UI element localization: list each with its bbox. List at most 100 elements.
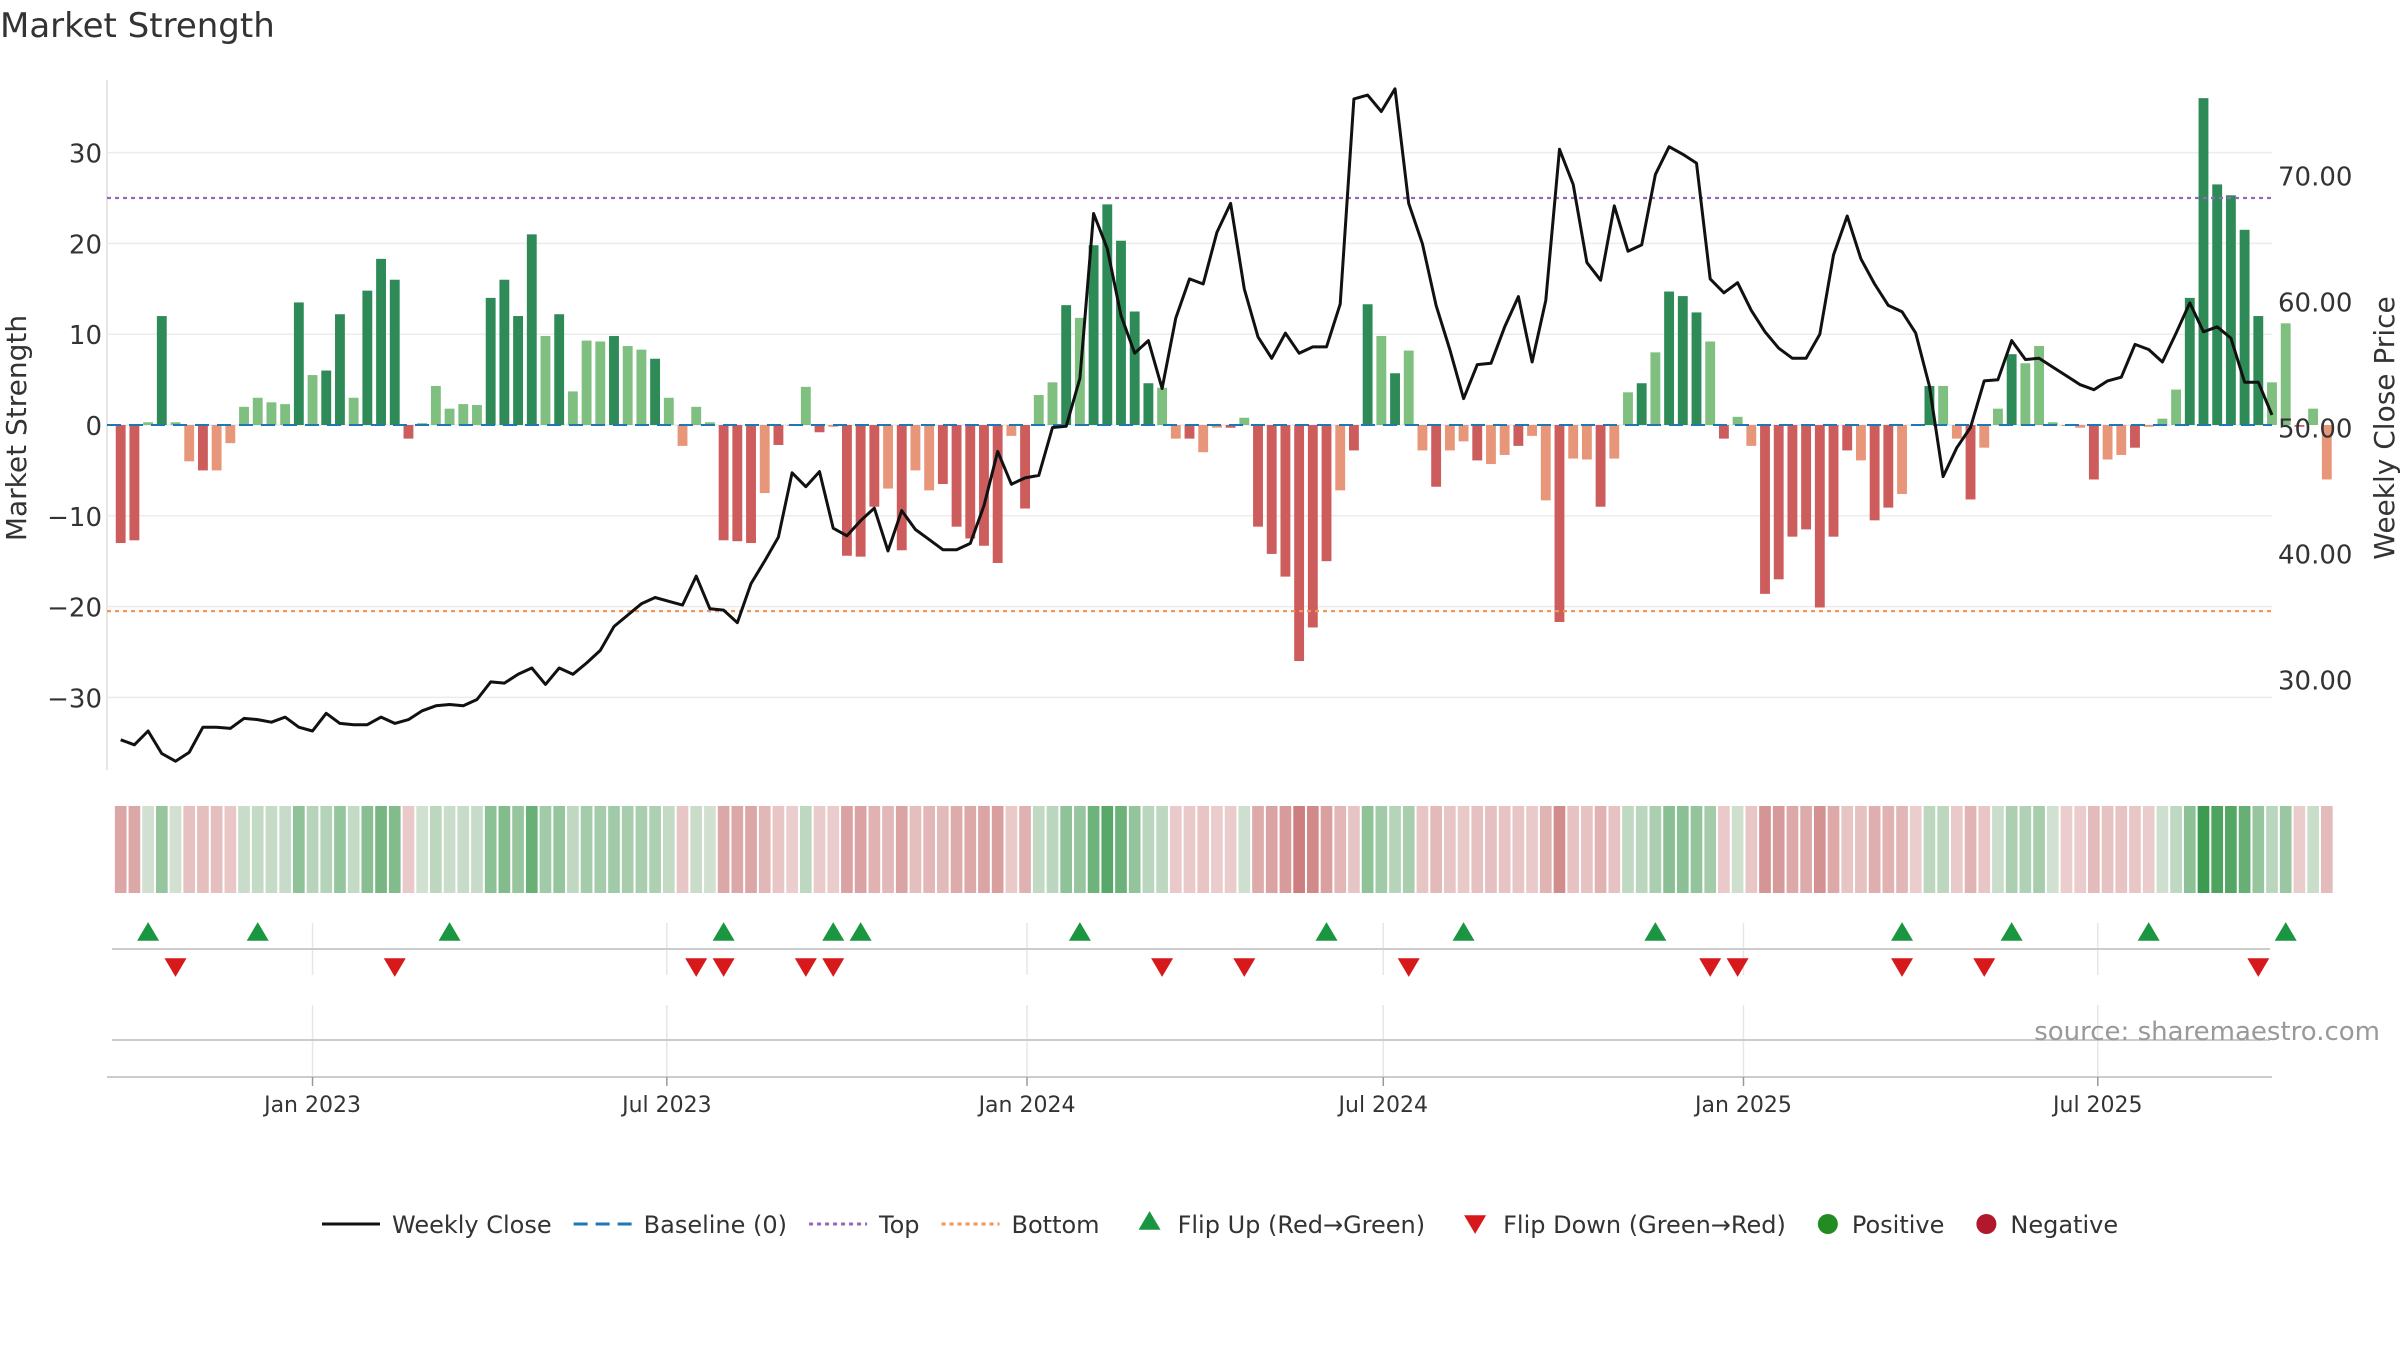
strength-bar [197, 425, 208, 471]
heat-cell [594, 806, 607, 893]
strength-bar [622, 346, 633, 425]
heat-cell [1855, 806, 1867, 893]
heat-cell [1183, 806, 1196, 893]
strength-bar [499, 279, 510, 425]
strength-bar [1760, 425, 1770, 594]
heat-cell [1978, 806, 1991, 893]
heat-cell [841, 806, 853, 893]
flip-down-marker [685, 958, 708, 977]
strength-bar [2184, 297, 2195, 425]
strength-bar [773, 425, 784, 445]
strength-bar [1266, 425, 1277, 554]
left-tick-label: 0 [85, 412, 102, 442]
flip-down-marker [1891, 958, 1914, 977]
right-tick-label: 30.00 [2278, 666, 2352, 696]
heat-cell [210, 806, 223, 893]
heat-cell [1950, 806, 1963, 893]
strength-bar [1280, 425, 1291, 577]
strength-bar [732, 425, 743, 542]
heat-cell [1265, 806, 1278, 893]
strength-bar [1951, 425, 1962, 439]
flip-down-marker [164, 958, 187, 977]
flip-up-marker [2137, 922, 2160, 941]
legend-label: Top [878, 1211, 920, 1239]
heat-cell [1375, 806, 1388, 893]
heat-cell [2320, 806, 2333, 893]
x-axis: Jan 2023 Jul 2023 Jan 2024 Jul 2024 Jan 2025… [107, 1076, 2272, 1118]
strength-bar [1650, 352, 1661, 425]
legend-circle-swatch [1976, 1214, 1997, 1234]
legend: Weekly Close Baseline (0) Top Bottom Flip Up… [322, 1211, 2118, 1239]
heat-cell [1074, 806, 1086, 893]
strength-bar [1033, 395, 1044, 425]
strength-bar [1568, 425, 1579, 459]
heat-cell [238, 806, 250, 893]
strength-bar [1540, 425, 1551, 501]
flip-up-marker [137, 922, 160, 941]
flip-down-marker [1699, 958, 1722, 977]
strength-bar [1088, 245, 1099, 425]
heat-cell [1868, 806, 1881, 893]
flip-down-marker [1726, 958, 1749, 977]
strength-bar [924, 425, 935, 491]
heat-cell [1128, 806, 1141, 893]
heat-cell [1745, 806, 1758, 893]
strength-bar [1595, 425, 1606, 507]
strength-bar [472, 405, 482, 425]
heat-cell [1704, 806, 1717, 893]
heat-cell [279, 806, 291, 893]
strength-bar [1129, 311, 1140, 425]
strength-bar [1348, 425, 1359, 451]
strength-bar [951, 425, 962, 527]
heat-cell [457, 806, 470, 893]
heat-cell [704, 806, 716, 893]
strength-bar [1102, 204, 1113, 425]
heat-cell [1772, 806, 1785, 893]
heat-cell [964, 806, 977, 893]
heat-cell [265, 806, 278, 893]
strength-bar [2280, 323, 2291, 425]
strength-bar [1718, 425, 1729, 439]
heat-cell [1786, 806, 1799, 893]
strength-bar [718, 425, 729, 541]
right-tick-label: 60.00 [2278, 289, 2352, 319]
heat-cell [676, 806, 689, 893]
heat-cell [717, 806, 730, 893]
left-tick-label: −30 [47, 684, 102, 714]
flip-up-marker [1315, 922, 1338, 941]
heat-cell [375, 806, 387, 893]
heat-cell [1211, 806, 1223, 893]
strength-bar [2321, 425, 2332, 480]
heat-cell [923, 806, 936, 893]
strength-bar [842, 425, 852, 556]
strength-bar [1444, 425, 1455, 451]
heat-cell [512, 806, 524, 893]
strength-bar [513, 316, 524, 425]
heat-cell [2019, 806, 2032, 893]
weekly-close-line [120, 87, 2274, 763]
right-axis-label: Weekly Close Price [2368, 296, 2400, 559]
strength-bar [2006, 354, 2017, 425]
left-tick-label: −10 [47, 503, 102, 533]
strength-bar [526, 234, 537, 425]
heat-cell [334, 806, 346, 893]
strength-bar [691, 406, 702, 425]
heat-cell [909, 806, 922, 893]
strength-bar [1294, 425, 1305, 662]
x-tick-label: Jul 2025 [2051, 1093, 2143, 1118]
strength-bar [2130, 425, 2140, 448]
left-tick-label: 10 [69, 321, 102, 351]
heat-cell [430, 806, 442, 893]
heat-cell [2156, 806, 2169, 893]
strength-bar [1581, 425, 1592, 460]
legend-flip-up-swatch [1138, 1211, 1161, 1230]
strength-bar [1814, 425, 1825, 608]
strength-bar [335, 314, 345, 425]
strength-bar [1869, 425, 1880, 521]
heat-cell [1663, 806, 1675, 893]
flip-down-marker [1233, 958, 1256, 977]
heat-cell [868, 806, 881, 893]
heat-cell [292, 806, 305, 893]
strength-bar [1609, 425, 1620, 459]
